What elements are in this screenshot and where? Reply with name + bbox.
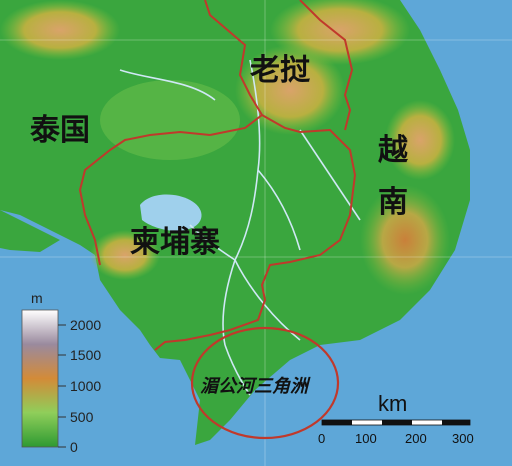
label-laos: 老挝 — [250, 53, 311, 88]
scale-tick-300: 300 — [452, 431, 474, 446]
highland-cardamom — [90, 230, 160, 280]
scale-unit: km — [378, 391, 407, 416]
legend-tick-2000: 2000 — [70, 317, 101, 333]
label-vietnam-top: 越 — [378, 133, 409, 168]
legend-color-bar — [21, 309, 59, 448]
legend-tick-500: 500 — [70, 409, 94, 425]
highland-north — [270, 0, 410, 65]
scale-tick-100: 100 — [355, 431, 377, 446]
legend-tick-0: 0 — [70, 439, 78, 455]
country-borders — [78, 0, 357, 351]
label-vietnam-bottom: 南 — [378, 185, 408, 220]
legend-tick-1500: 1500 — [70, 347, 101, 363]
legend-unit: m — [31, 290, 43, 306]
legend-tick-1000: 1000 — [70, 378, 101, 394]
highland-east — [385, 100, 455, 180]
label-mekong-delta: 湄公河三角洲 — [200, 376, 311, 397]
highland-laos — [235, 45, 345, 135]
mekong-delta-circle — [190, 326, 340, 440]
label-cambodia: 柬埔寨 — [130, 225, 220, 260]
scale-bar: km 0 100 200 300 — [318, 391, 474, 446]
scale-tick-200: 200 — [405, 431, 427, 446]
highland-vietnam — [360, 185, 450, 295]
highland-thailand — [0, 0, 120, 60]
western-coast — [0, 210, 60, 252]
scale-tick-0: 0 — [318, 431, 325, 446]
label-thailand: 泰国 — [30, 113, 90, 148]
tonle-sap-lake — [140, 194, 202, 231]
lowland-light — [100, 80, 240, 160]
elevation-legend: m 2000 1500 1000 500 0 — [21, 290, 101, 455]
